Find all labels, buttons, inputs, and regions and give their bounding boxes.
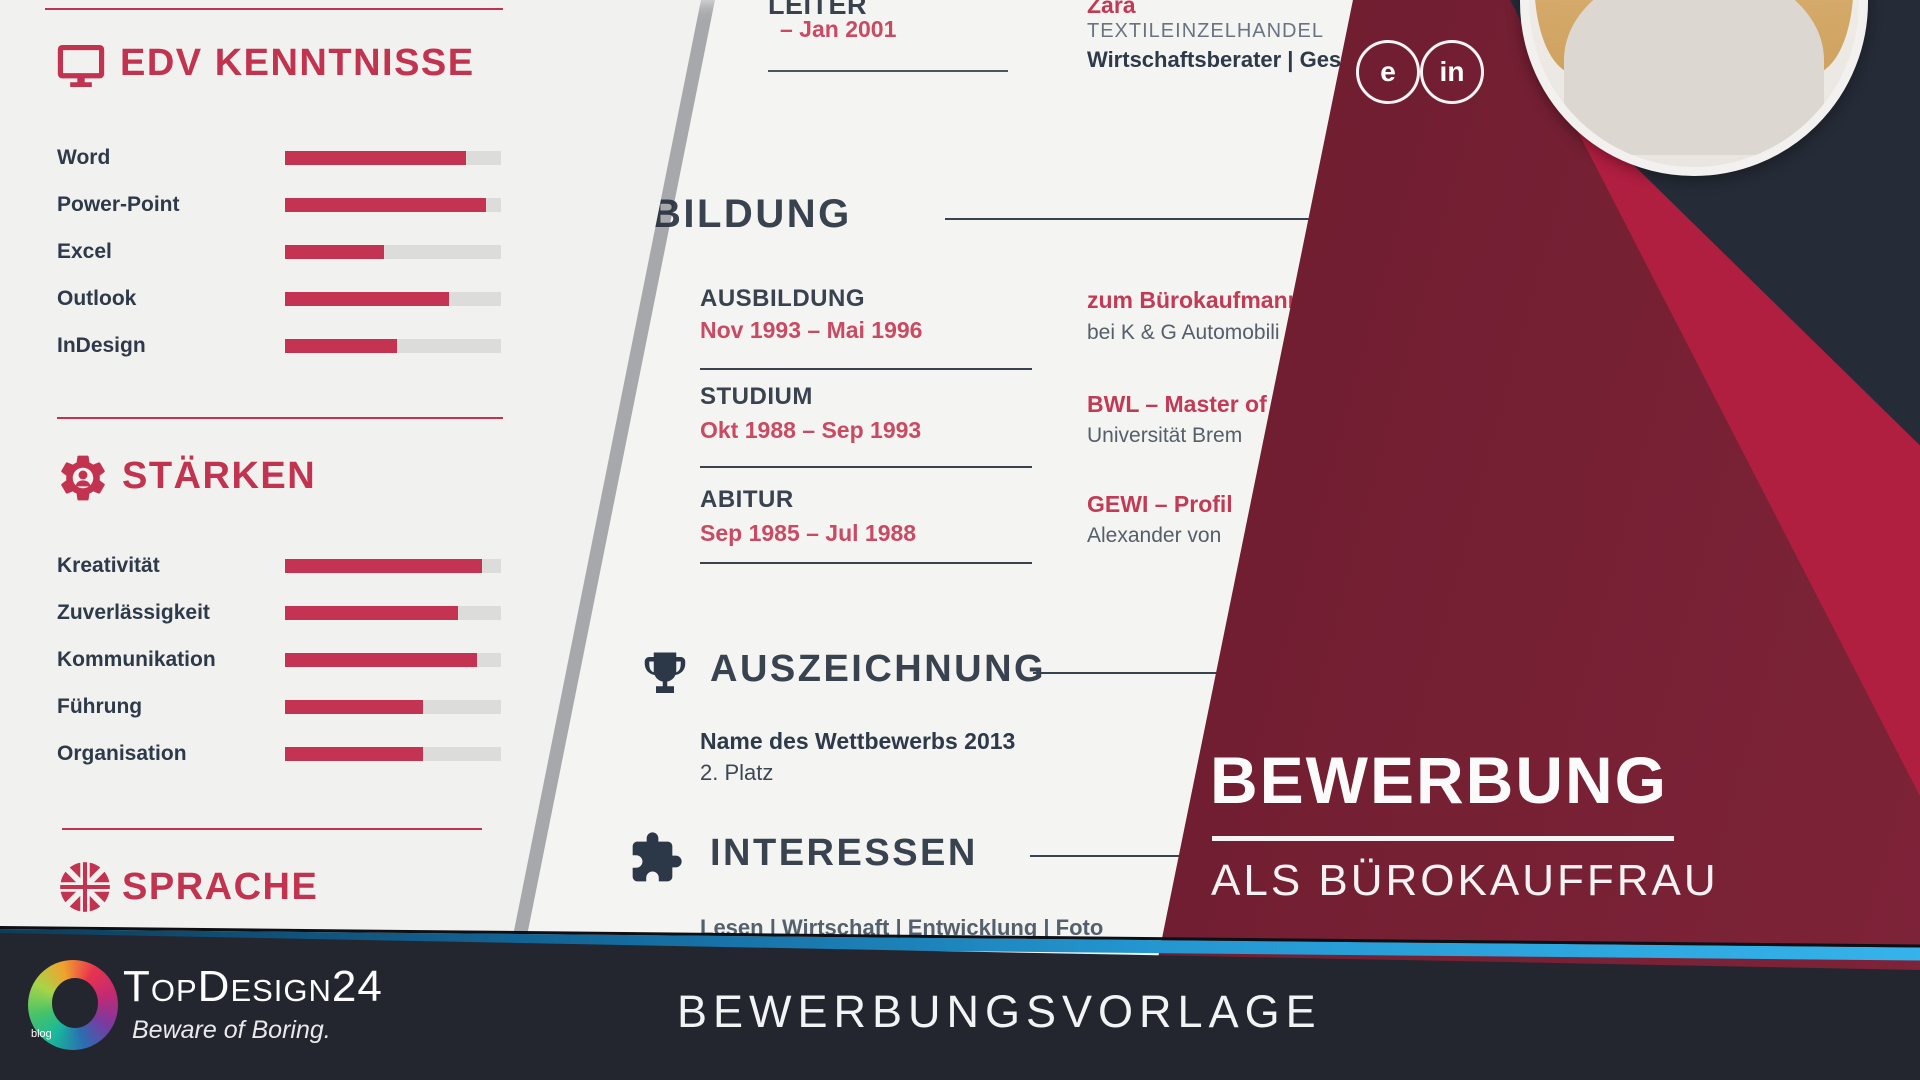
skill-bar [285,151,501,165]
education-entry-degree: zum Bürokaufmann [1087,287,1302,313]
uk-flag-icon [58,860,112,914]
education-entry-label: AUSBILDUNG [700,285,865,312]
skill-bar-fill [285,653,478,667]
section-title-interessen: INTERESSEN [710,832,978,874]
trophy-icon [638,648,692,702]
skill-label: Power-Point [57,193,180,216]
skill-bar [285,747,501,761]
section-title-sprache: SPRACHE [122,866,319,908]
skill-bar-fill [285,606,458,620]
logo-negative-space [52,978,98,1028]
section-divider [62,828,482,830]
education-entry-institution: Universität Brem [1087,424,1243,447]
bildung-header-rule [945,218,1365,220]
avatar-shoulders [1564,0,1824,155]
social-e-icon[interactable]: e [1356,40,1420,104]
gear-person-icon [55,450,111,506]
skill-label: Kreativität [57,554,160,577]
experience-industry: TEXTILEINZELHANDEL [1087,20,1324,42]
social-e-glyph: e [1380,56,1396,87]
skill-label: InDesign [57,334,146,357]
logo-blog-badge: blog [31,1028,52,1040]
education-entry-label: ABITUR [700,486,794,513]
section-title-auszeichnung: AUSZEICHNUNG [710,648,1047,690]
experience-company: Zara [1087,0,1136,18]
section-divider [45,8,503,10]
education-entry-degree: GEWI – Profil [1087,491,1233,517]
education-entry-label: STUDIUM [700,383,813,410]
linkedin-glyph: in [1439,56,1465,87]
skill-bar [285,700,501,714]
skill-bar-fill [285,700,424,714]
applicant-photo [1520,0,1868,176]
skill-label: Kommunikation [57,648,216,671]
skill-bar-fill [285,292,450,306]
education-divider [700,466,1032,468]
skill-bar [285,559,501,573]
cover-title: BEWERBUNG [1210,743,1668,817]
section-title-edv: EDV KENNTNISSE [120,42,475,84]
experience-divider [768,70,1008,72]
cover-subtitle: ALS BÜROKAUFFRAU [1211,856,1719,905]
skill-bar [285,245,501,259]
experience-job-title: LEITER [768,0,868,20]
footer-caption: BEWERBUNGSVORLAGE [677,986,1322,1037]
education-divider [700,368,1032,370]
puzzle-icon [628,830,684,886]
cover-title-underline [1212,836,1674,841]
skill-bar-fill [285,198,486,212]
education-entry-degree: BWL – Master of [1087,391,1267,417]
skill-bar-fill [285,245,385,259]
experience-date: – Jan 2001 [780,16,897,42]
education-entry-date: Sep 1985 – Jul 1988 [700,520,917,546]
section-title-staerken: STÄRKEN [122,455,317,497]
skill-bar-fill [285,151,467,165]
education-entry-institution: Alexander von [1087,524,1222,547]
skill-bar [285,606,501,620]
section-divider [57,417,503,419]
skill-bar-fill [285,747,424,761]
topdesign24-logo[interactable]: blog [28,960,118,1050]
education-entry-date: Okt 1988 – Sep 1993 [700,417,922,443]
skill-bar [285,653,501,667]
section-title-bildung: BILDUNG [652,192,852,236]
skill-label: Zuverlässigkeit [57,601,210,624]
award-competition: Name des Wettbewerbs 2013 [700,728,1016,754]
skill-label: Outlook [57,287,137,310]
brand-tagline: Beware of Boring. [132,1016,331,1044]
education-entry-date: Nov 1993 – Mai 1996 [700,317,923,343]
skill-bar [285,292,501,306]
skill-label: Organisation [57,742,187,765]
skill-label: Excel [57,240,112,263]
skill-bar-fill [285,339,398,353]
brand-name[interactable]: TopDesign24 [123,962,383,1011]
auszeichnung-header-rule [1033,672,1333,674]
monitor-icon [55,40,107,92]
education-divider [700,562,1032,564]
skill-bar [285,339,501,353]
skill-label: Word [57,146,111,169]
skill-bar-fill [285,559,482,573]
skill-label: Führung [57,695,143,718]
linkedin-icon[interactable]: in [1420,40,1484,104]
interessen-header-rule [1030,855,1290,857]
education-entry-institution: bei K & G Automobili [1087,321,1280,344]
award-placement: 2. Platz [700,760,774,785]
skill-bar [285,198,501,212]
